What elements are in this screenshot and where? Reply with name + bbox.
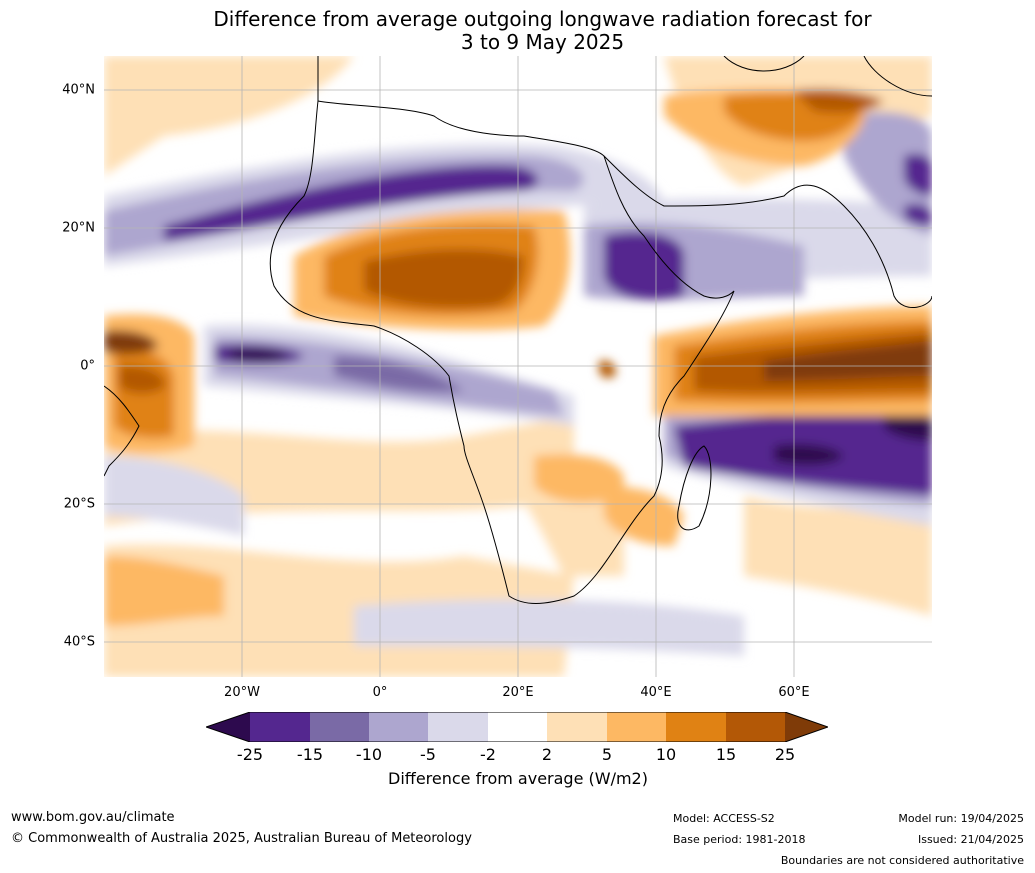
model-run-text: Model run: 19/04/2025 [898,812,1024,825]
lat-label-40s: 40°S [63,634,95,650]
disclaimer-text: Boundaries are not considered authoritat… [780,854,1024,867]
colorbar-tick: -15 [296,745,324,764]
colorbar-cell-min [206,712,250,742]
map-title: Difference from average outgoing longwav… [0,8,1035,54]
colorbar [206,712,828,742]
colorbar-tick: -5 [420,745,436,764]
lat-label-20s: 20°S [63,496,95,512]
lat-label-40n: 40°N [62,82,95,98]
colorbar-cell-3 [369,712,428,742]
map-svg [104,56,932,677]
lon-label-0: 0° [372,685,388,700]
colorbar-cell-7 [607,712,666,742]
colorbar-cell-8 [666,712,726,742]
issued-text: Issued: 21/04/2025 [917,833,1024,846]
lat-label-20n: 20°N [62,220,95,236]
colorbar-tick: 10 [655,745,677,764]
colorbar-cell-4 [428,712,488,742]
colorbar-tick: 25 [774,745,796,764]
colorbar-label: Difference from average (W/m2) [388,769,648,788]
colorbar-tick: -25 [236,745,264,764]
colorbar-cell-max [785,712,828,742]
lon-label-40e: 40°E [640,685,672,700]
bom-url-link[interactable]: www.bom.gov.au/climate [11,810,175,825]
colorbar-cell-1 [250,712,310,742]
colorbar-tick: -2 [480,745,496,764]
colorbar-tick: -10 [355,745,383,764]
graticule [104,56,932,677]
anomaly-fields [104,56,932,677]
colorbar-tick: 2 [541,745,553,764]
copyright-text: © Commonwealth of Australia 2025, Austra… [11,831,472,846]
lon-label-60e: 60°E [778,685,810,700]
base-period-text: Base period: 1981-2018 [673,833,806,846]
colorbar-cell-9 [726,712,785,742]
colorbar-tick: 5 [601,745,613,764]
lon-label-20w: 20°W [224,685,260,700]
colorbar-tick: 15 [715,745,737,764]
colorbar-cell-2 [310,712,369,742]
title-line-1: Difference from average outgoing longwav… [213,7,872,31]
model-text: Model: ACCESS-S2 [673,812,775,825]
lat-label-0: 0° [80,358,95,374]
colorbar-cell-5 [488,712,547,742]
coastlines [104,56,932,604]
lon-label-20e: 20°E [502,685,534,700]
colorbar-cell-6 [547,712,607,742]
olr-anomaly-map [104,56,932,677]
title-line-2: 3 to 9 May 2025 [460,30,625,54]
